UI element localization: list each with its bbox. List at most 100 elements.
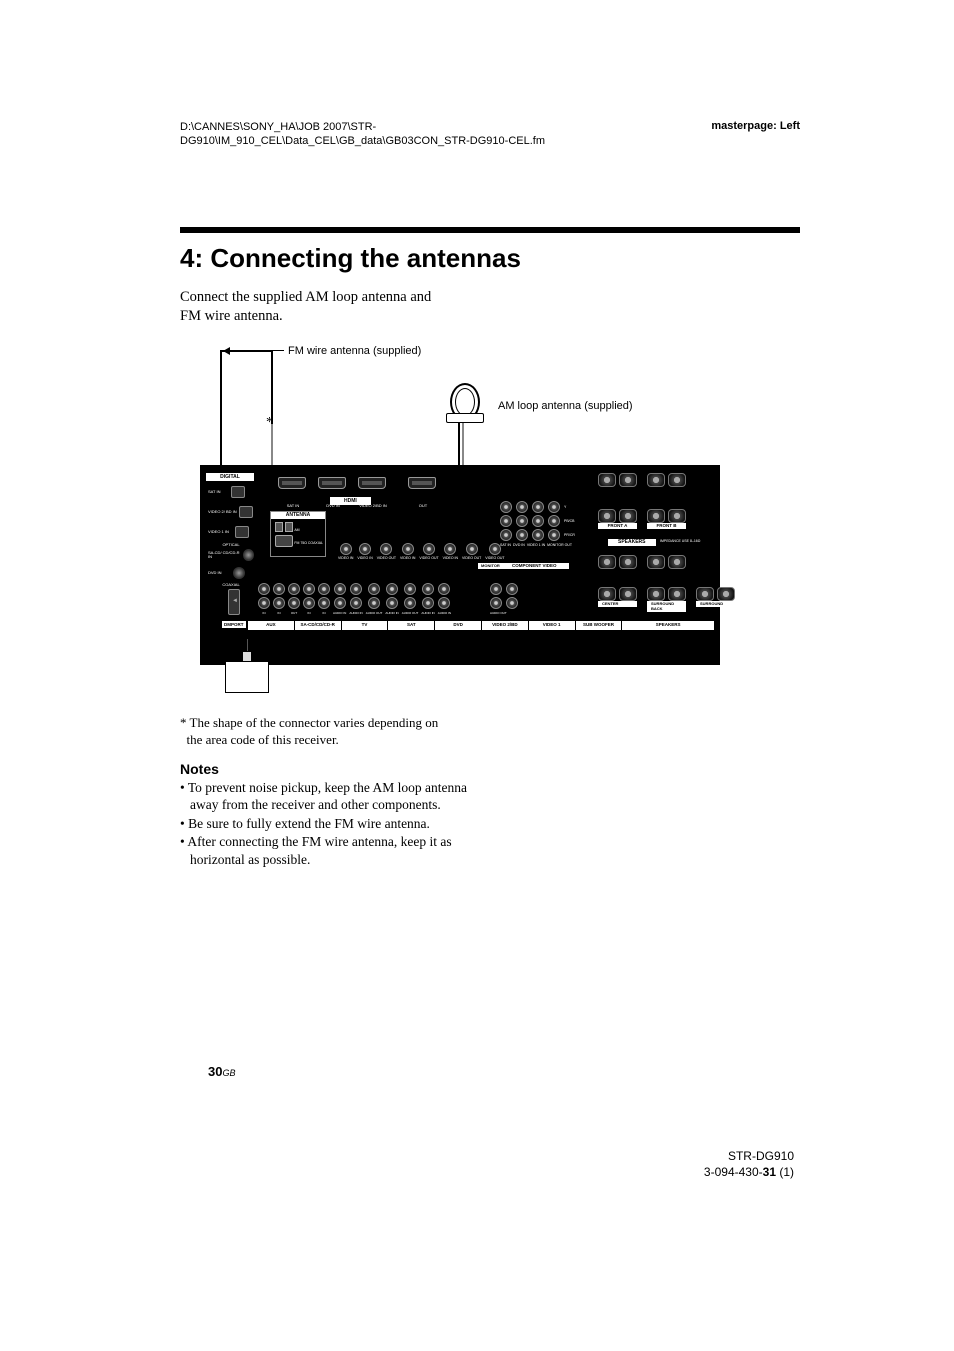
front-speakers-b: FRONT A FRONT B [598, 509, 686, 529]
rca-jack-icon [422, 583, 434, 595]
path-line-2: DG910\IM_910_CEL\Data_CEL\GB_data\GB03CO… [180, 135, 545, 147]
footer-code-prefix: 3-094-430- [704, 1165, 763, 1179]
am-loop-base-icon [446, 413, 484, 423]
footer-code-suffix: (1) [776, 1165, 794, 1179]
optical-jack-icon [239, 506, 253, 518]
hdmi-jack-icon [408, 477, 436, 489]
rca-jack-icon [444, 543, 456, 555]
rca-jack-icon [273, 583, 285, 595]
speaker-terminal-icon [619, 473, 637, 487]
rca-jack-icon [350, 597, 362, 609]
file-path: D:\CANNES\SONY_HA\JOB 2007\STR- DG910\IM… [180, 120, 545, 149]
dmport-label: DMPORT [222, 621, 246, 628]
asterisk-marker: * [266, 415, 273, 431]
rca-jack-icon [288, 583, 300, 595]
rca-jack-icon [334, 597, 346, 609]
rca-jack-icon [318, 597, 330, 609]
rca-jack-icon [386, 597, 398, 609]
note-item: To prevent noise pickup, keep the AM loo… [180, 779, 490, 814]
input-labels-bar: AUX SA-CD/CD/CD-R TV SAT DVD VIDEO 2/BD … [248, 621, 714, 630]
am-terminal-icon [275, 522, 283, 532]
speaker-terminal-icon [598, 555, 616, 569]
section-title: 4: Connecting the antennas [180, 243, 800, 274]
masterpage-label: masterpage: Left [711, 120, 800, 149]
receiver-rear-panel: DIGITAL SAT IN VIDEO 2/ BD IN VIDEO 1 IN… [200, 465, 720, 665]
speaker-terminal-icon [668, 587, 686, 601]
rca-jack-icon [548, 501, 560, 513]
speaker-terminal-icon [598, 587, 616, 601]
rca-jack-icon [438, 583, 450, 595]
rca-jack-icon [532, 515, 544, 527]
am-terminal-icon [285, 522, 293, 532]
rca-jack-icon [318, 583, 330, 595]
rca-jack-icon [490, 583, 502, 595]
speaker-terminal-icon [696, 587, 714, 601]
optical-jack-icon [231, 486, 245, 498]
speaker-terminal-icon [598, 473, 616, 487]
multi-speakers-row-2: CENTER SURROUND BACK SURROUND [598, 587, 735, 612]
dmport-device-icon [225, 661, 269, 693]
rca-jack-icon [500, 501, 512, 513]
rca-jack-icon [380, 543, 392, 555]
rca-jack-icon [258, 583, 270, 595]
dmport-jack-icon [228, 589, 240, 615]
am-antenna-label: AM loop antenna (supplied) [498, 400, 633, 412]
rca-jack-icon [532, 529, 544, 541]
rca-jack-icon [273, 597, 285, 609]
speakers-header: SPEAKERS [608, 539, 656, 546]
optical-jack-icon [235, 526, 249, 538]
speaker-terminal-icon [598, 509, 616, 523]
notes-header: Notes [180, 761, 800, 777]
digital-section: DIGITAL SAT IN VIDEO 2/ BD IN VIDEO 1 IN… [206, 473, 254, 588]
rca-jack-icon [340, 543, 352, 555]
rca-jack-icon [438, 597, 450, 609]
rca-jack-icon [506, 583, 518, 595]
rca-jack-icon [516, 529, 528, 541]
path-line-1: D:\CANNES\SONY_HA\JOB 2007\STR- [180, 121, 376, 133]
fm-connector-icon [275, 535, 293, 547]
speaker-terminal-icon [668, 473, 686, 487]
rca-jack-icon [466, 543, 478, 555]
speaker-terminal-icon [668, 509, 686, 523]
speaker-terminal-icon [647, 473, 665, 487]
rca-jack-icon [500, 529, 512, 541]
page-number: 30GB [208, 1064, 235, 1079]
rca-jack-icon [303, 597, 315, 609]
speaker-terminal-icon [619, 509, 637, 523]
coax-jack-icon [233, 567, 245, 579]
intro-text: Connect the supplied AM loop antenna and… [180, 288, 480, 327]
connection-diagram: FM wire antenna (supplied) * AM loop ant… [180, 345, 720, 705]
fm-wire [220, 350, 273, 352]
rca-jack-icon [334, 583, 346, 595]
rca-jack-icon [548, 529, 560, 541]
rca-jack-icon [350, 583, 362, 595]
rca-jack-icon [386, 583, 398, 595]
digital-header: DIGITAL [206, 473, 254, 481]
component-header: COMPONENT VIDEO [500, 563, 569, 569]
rca-jack-icon [368, 597, 380, 609]
multi-speakers-row-1 [598, 555, 686, 569]
rca-jack-icon [404, 583, 416, 595]
impedance-label: IMPEDANCE USE 8–16Ω [660, 539, 700, 543]
rca-jack-icon [516, 501, 528, 513]
component-video-section: Y PB/CB PR/CR SAT INDVD INVIDEO 1 INMONI… [500, 501, 575, 549]
audio-jacks-row: IN IN OUT IN IN AUDIO IN AUDIO IN AUDIO … [258, 583, 451, 615]
connector-footnote: * The shape of the connector varies depe… [180, 715, 490, 749]
rca-jack-icon [402, 543, 414, 555]
fm-wire [271, 350, 273, 424]
speaker-terminal-icon [619, 555, 637, 569]
speaker-terminal-icon [647, 509, 665, 523]
hdmi-jack-icon [358, 477, 386, 489]
hdmi-header: HDMI [330, 497, 371, 505]
rca-jack-icon [532, 501, 544, 513]
rca-jack-icon [490, 597, 502, 609]
rca-jack-icon [368, 583, 380, 595]
rca-jack-icon [288, 597, 300, 609]
rca-jack-icon [548, 515, 560, 527]
rca-jack-icon [506, 597, 518, 609]
subwoofer-jacks: AUDIO OUT [490, 583, 518, 615]
rca-jack-icon [516, 515, 528, 527]
hdmi-section: SAT IN DVD IN VIDEO 2/BD IN OUT [278, 477, 436, 489]
section-divider-bar [180, 227, 800, 233]
notes-list: To prevent noise pickup, keep the AM loo… [180, 779, 490, 869]
